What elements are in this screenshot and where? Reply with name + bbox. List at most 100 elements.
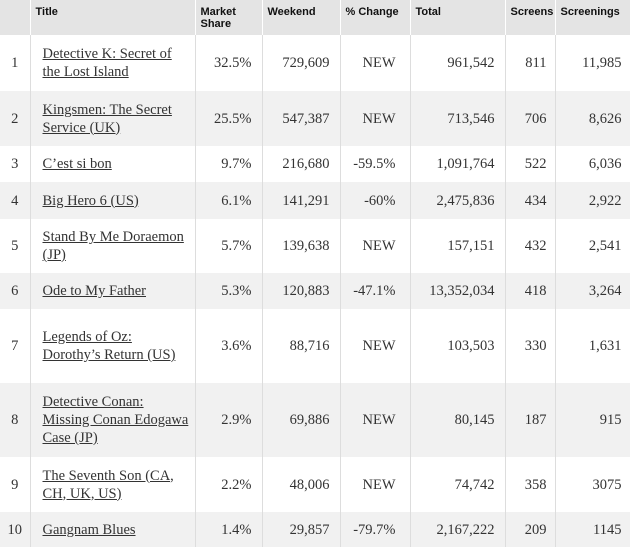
- header-cell: Total: [410, 0, 506, 35]
- table-cell: 29,857: [262, 512, 341, 547]
- table-cell: 811: [505, 35, 556, 91]
- table-cell: 187: [505, 383, 556, 457]
- table-cell: 6,036: [555, 146, 630, 182]
- movie-title-link[interactable]: The Seventh Son (CA, CH, UK, US): [42, 467, 174, 502]
- table-body: 1 Detective K: Secret of the Lost Island 3…: [0, 35, 630, 547]
- table-cell: 88,716: [262, 309, 341, 383]
- table-cell: 330: [505, 309, 556, 383]
- table-cell: 418: [505, 273, 556, 309]
- table-cell: 713,546: [410, 91, 506, 146]
- table-cell: NEW: [340, 309, 411, 383]
- movie-title-link[interactable]: C’est si bon: [42, 156, 112, 172]
- table-cell: 1,631: [555, 309, 630, 383]
- table-cell: Stand By Me Doraemon (JP): [30, 219, 196, 273]
- movie-title-link[interactable]: Big Hero 6 (US): [42, 192, 139, 209]
- table-cell: 69,886: [262, 383, 341, 457]
- table-cell: Detective Conan: Missing Conan Edogawa C…: [30, 383, 196, 457]
- movie-title-link[interactable]: Stand By Me Doraemon (JP): [42, 229, 184, 263]
- table-cell: 961,542: [410, 35, 506, 91]
- movie-title-link[interactable]: Ode to My Father: [42, 283, 147, 299]
- table-cell: 74,742: [410, 457, 506, 512]
- table-cell: 2: [0, 91, 31, 146]
- header-cell: Weekend: [262, 0, 341, 35]
- table-cell: 432: [505, 219, 556, 273]
- table-cell: Kingsmen: The Secret Service (UK): [30, 91, 196, 146]
- table-cell: 9.7%: [195, 146, 263, 182]
- table-cell: 358: [505, 457, 556, 512]
- table-cell: 216,680: [262, 146, 341, 182]
- table-cell: 80,145: [410, 383, 506, 457]
- table-row: 9 The Seventh Son (CA, CH, UK, US) 2.2% 48,…: [0, 457, 630, 512]
- header-row: Title Market Share Weekend% Change Total Scr…: [0, 0, 630, 35]
- table-cell: 3.6%: [195, 309, 263, 383]
- header-cell: Title: [30, 0, 196, 35]
- table-cell: 5.7%: [195, 219, 263, 273]
- table-cell: 25.5%: [195, 91, 263, 146]
- table-cell: 522: [505, 146, 556, 182]
- movie-title-link[interactable]: Detective Conan: Missing Conan Edogawa C…: [42, 394, 189, 446]
- table-cell: 13,352,034: [410, 273, 506, 309]
- table-cell: 141,291: [262, 182, 341, 219]
- table-cell: 2.2%: [195, 457, 263, 512]
- header-cell: Screenings: [555, 0, 630, 35]
- table-cell: 103,503: [410, 309, 506, 383]
- table-cell: Detective K: Secret of the Lost Island: [30, 35, 196, 91]
- table-row: 7 Legends of Oz: Dorothy’s Return (US) 3.6…: [0, 309, 630, 383]
- table-row: 10 Gangnam Blues 1.4% 29,857 -79.7% 2,167,222…: [0, 512, 630, 547]
- movie-title-link[interactable]: Legends of Oz: Dorothy’s Return (US): [42, 329, 176, 363]
- table-cell: 2,475,836: [410, 182, 506, 219]
- table-cell: 434: [505, 182, 556, 219]
- header-cell: [0, 0, 31, 35]
- table-cell: 1,091,764: [410, 146, 506, 182]
- table-cell: -60%: [340, 182, 411, 219]
- table-row: 8 Detective Conan: Missing Conan Edogawa …: [0, 383, 630, 457]
- table-cell: 209: [505, 512, 556, 547]
- header-cell: % Change: [340, 0, 411, 35]
- table-row: 4 Big Hero 6 (US) 6.1% 141,291 -60% 2,475,836…: [0, 182, 630, 219]
- table-cell: 729,609: [262, 35, 341, 91]
- table-cell: 3075: [555, 457, 630, 512]
- table-cell: NEW: [340, 91, 411, 146]
- table-cell: 6.1%: [195, 182, 263, 219]
- table-cell: 3: [0, 146, 31, 182]
- movie-title-link[interactable]: Gangnam Blues: [42, 521, 136, 538]
- table-cell: C’est si bon: [30, 146, 196, 182]
- table-cell: -47.1%: [340, 273, 411, 309]
- table-cell: Legends of Oz: Dorothy’s Return (US): [30, 309, 196, 383]
- table-cell: 7: [0, 309, 31, 383]
- table-cell: 48,006: [262, 457, 341, 512]
- table-cell: 2,922: [555, 182, 630, 219]
- table-row: 6 Ode to My Father 5.3% 120,883 -47.1% 13,352…: [0, 273, 630, 309]
- table-cell: Gangnam Blues: [30, 512, 196, 547]
- table-cell: 6: [0, 273, 31, 309]
- table-cell: 2,167,222: [410, 512, 506, 547]
- table-row: 2 Kingsmen: The Secret Service (UK) 25.5% 5…: [0, 91, 630, 146]
- table-cell: 2.9%: [195, 383, 263, 457]
- table-cell: 32.5%: [195, 35, 263, 91]
- table-cell: 157,151: [410, 219, 506, 273]
- table-cell: 8: [0, 383, 31, 457]
- table-cell: 1145: [555, 512, 630, 547]
- movie-title-link[interactable]: Kingsmen: The Secret Service (UK): [42, 101, 172, 136]
- table-cell: -59.5%: [340, 146, 411, 182]
- table-row: 5 Stand By Me Doraemon (JP) 5.7% 139,638 NEW…: [0, 219, 630, 273]
- table-cell: 2,541: [555, 219, 630, 273]
- table-cell: Big Hero 6 (US): [30, 182, 196, 219]
- table-cell: NEW: [340, 457, 411, 512]
- table-cell: 9: [0, 457, 31, 512]
- table-cell: NEW: [340, 219, 411, 273]
- table-cell: 915: [555, 383, 630, 457]
- table-cell: 1: [0, 35, 31, 91]
- table-cell: 120,883: [262, 273, 341, 309]
- table-row: 1 Detective K: Secret of the Lost Island 3…: [0, 35, 630, 91]
- movie-title-link[interactable]: Detective K: Secret of the Lost Island: [42, 46, 172, 80]
- table-cell: 4: [0, 182, 31, 219]
- table-cell: 547,387: [262, 91, 341, 146]
- header-cell: Screens: [505, 0, 556, 35]
- table-cell: 10: [0, 512, 31, 547]
- table-cell: 706: [505, 91, 556, 146]
- table-cell: NEW: [340, 35, 411, 91]
- table-cell: 8,626: [555, 91, 630, 146]
